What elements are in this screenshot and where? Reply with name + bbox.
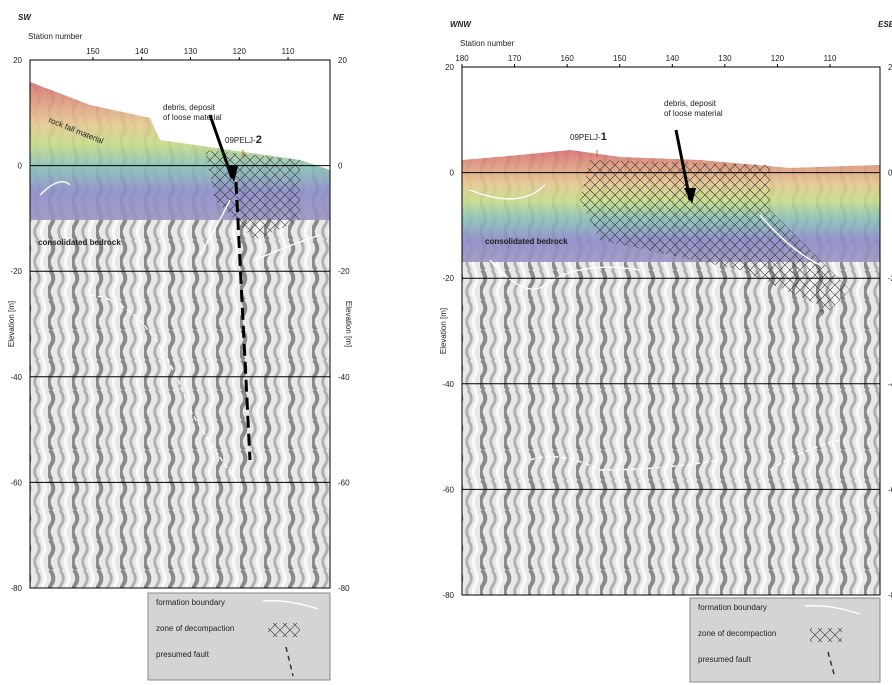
y-axis-label: Elevation [m] [439,308,448,354]
x-tick-label: 140 [666,54,680,63]
x-tick-label: 130 [184,47,198,56]
y-tick-label: 20 [445,63,454,72]
y-tick-label: -40 [888,380,892,389]
panel: 20 20 0 0 -20 -20 -40 -40 -60 -60 -80 -80 150 140 130 1… [7,13,353,680]
y-tick-label: 0 [18,162,23,171]
x-tick-label: 110 [824,54,837,63]
y-axis-label: Elevation [m] [344,301,353,347]
annotation: consolidated bedrock [485,237,568,246]
y-tick-label: -20 [888,274,892,283]
legend-hatch [268,623,300,637]
borehole-prefix: 09PELJ- [570,133,601,142]
x-tick-label: 130 [718,54,732,63]
y-tick-label: 0 [338,162,343,171]
direction-right: ESE [878,20,892,29]
y-tick-label: -20 [10,267,22,276]
x-tick-label: 110 [282,47,295,56]
x-tick-label: 150 [86,47,100,56]
legend-label: zone of decompaction [698,629,776,638]
y-tick-label: 20 [13,56,22,65]
x-tick-label: 170 [508,54,522,63]
x-tick-label: 180 [455,54,469,63]
legend-label: zone of decompaction [156,624,234,633]
y-tick-label: 0 [888,169,892,178]
borehole-number: 2 [256,134,262,146]
x-axis-label: Station number [28,32,83,41]
y-tick-label: 20 [338,56,347,65]
y-tick-label: 20 [888,63,892,72]
y-tick-label: -60 [888,485,892,494]
annotation: of loose material [664,109,723,118]
legend-hatch [810,628,842,642]
y-axis-label: Elevation [m] [7,301,16,347]
x-axis-label: Station number [460,39,515,48]
x-tick-label: 120 [233,47,247,56]
y-tick-label: -20 [338,267,350,276]
annotation: of loose material [163,113,222,122]
x-tick-label: 160 [560,54,574,63]
y-tick-label: -60 [442,485,454,494]
y-tick-label: -80 [338,584,350,593]
x-tick-label: 150 [613,54,627,63]
annotation: debris, deposit [664,99,717,108]
y-tick-label: -40 [442,380,454,389]
borehole-label: 09PELJ-2 [225,134,262,146]
legend-label: presumed fault [156,650,210,659]
borehole-label: 09PELJ-1 [570,131,607,143]
y-tick-label: 0 [450,169,455,178]
y-tick-label: -80 [888,591,892,600]
y-tick-label: -60 [338,478,350,487]
legend-label: formation boundary [156,598,225,607]
y-tick-label: -80 [442,591,454,600]
x-tick-label: 140 [135,47,149,56]
direction-right: NE [333,13,345,22]
y-tick-label: -20 [442,274,454,283]
y-tick-label: -80 [10,584,22,593]
legend-label: presumed fault [698,655,752,664]
panel: 20 20 0 0 -20 -20 -40 -40 -60 -60 -80 -80 180 170 160 1… [439,20,892,682]
legend-label: formation boundary [698,603,767,612]
y-tick-label: -40 [338,373,350,382]
direction-left: SW [18,13,32,22]
annotation: debris, deposit [163,103,216,112]
annotation: consolidated bedrock [38,238,121,247]
borehole-number: 1 [601,131,607,143]
borehole-prefix: 09PELJ- [225,136,256,145]
annotation: ? [820,309,825,318]
figure: 202000-20-20-40-40-60-60-80-801501401301… [0,0,892,685]
y-tick-label: -60 [10,478,22,487]
y-tick-label: -40 [10,373,22,382]
x-tick-label: 120 [771,54,785,63]
direction-left: WNW [450,20,472,29]
